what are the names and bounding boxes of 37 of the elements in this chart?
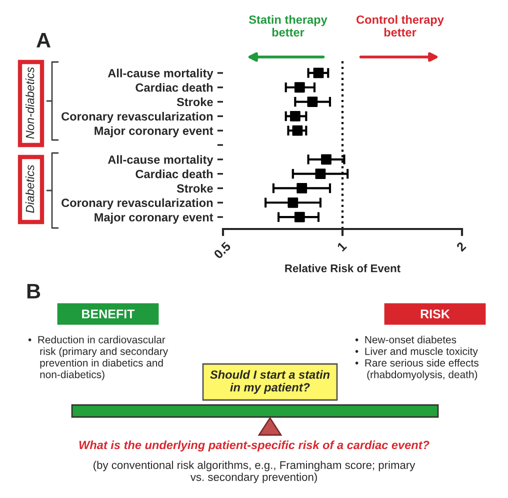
y-tick-label: All-cause mortality xyxy=(108,68,214,80)
text: • New-onset diabetes • Liver and muscle toxicity • Rare serious side effects (rhabdomyolysis, death) xyxy=(355,336,479,380)
y-tick-label: Stroke xyxy=(176,98,213,106)
point xyxy=(315,168,326,180)
y-tick-label: Cardiac death xyxy=(136,170,213,178)
y-tick-label: Major coronary event xyxy=(94,126,214,138)
text: B xyxy=(27,284,40,298)
text: What is the underlying patient-specific risk of a cardiac event? xyxy=(79,440,430,452)
point xyxy=(290,110,300,122)
text: Statin therapy better xyxy=(248,15,328,37)
text: • Reduction in cardiovascular risk (primary and secondary prevention in diabetics and non-diabetics) xyxy=(28,336,168,380)
y-tick-label: Coronary revascularization xyxy=(62,198,213,210)
y-tick-label: Cardiac death xyxy=(136,83,213,92)
point xyxy=(294,212,305,222)
y-tick-label: Coronary revascularization xyxy=(62,112,213,123)
text: RISK xyxy=(420,310,450,318)
text: (by conventional risk algorithms, e.g., Framingham score; primary vs. secondary prevention) xyxy=(94,460,416,484)
y-tick-label: All-cause mortality xyxy=(108,155,214,166)
point xyxy=(294,82,305,93)
text: Should I start a statin in my patient? xyxy=(210,370,330,394)
point xyxy=(296,183,308,194)
text: Control therapy better xyxy=(356,15,444,37)
point xyxy=(288,197,298,208)
x-axis-title: Relative Risk of Event xyxy=(285,264,400,272)
y-tick-label: Stroke xyxy=(176,184,213,193)
text: Diabetics xyxy=(26,164,34,213)
point xyxy=(313,68,324,78)
y-tick-label: Major coronary event xyxy=(94,212,214,224)
text: Non-diabetics xyxy=(26,67,34,139)
x-tick-label: 0.5 xyxy=(213,241,232,260)
x-tick-label: 2 xyxy=(456,241,466,252)
point xyxy=(321,154,332,165)
text: A xyxy=(36,33,50,48)
text: BENEFIT xyxy=(82,310,135,318)
point xyxy=(307,96,318,107)
point xyxy=(292,125,303,136)
x-tick-label: 1 xyxy=(336,241,347,252)
